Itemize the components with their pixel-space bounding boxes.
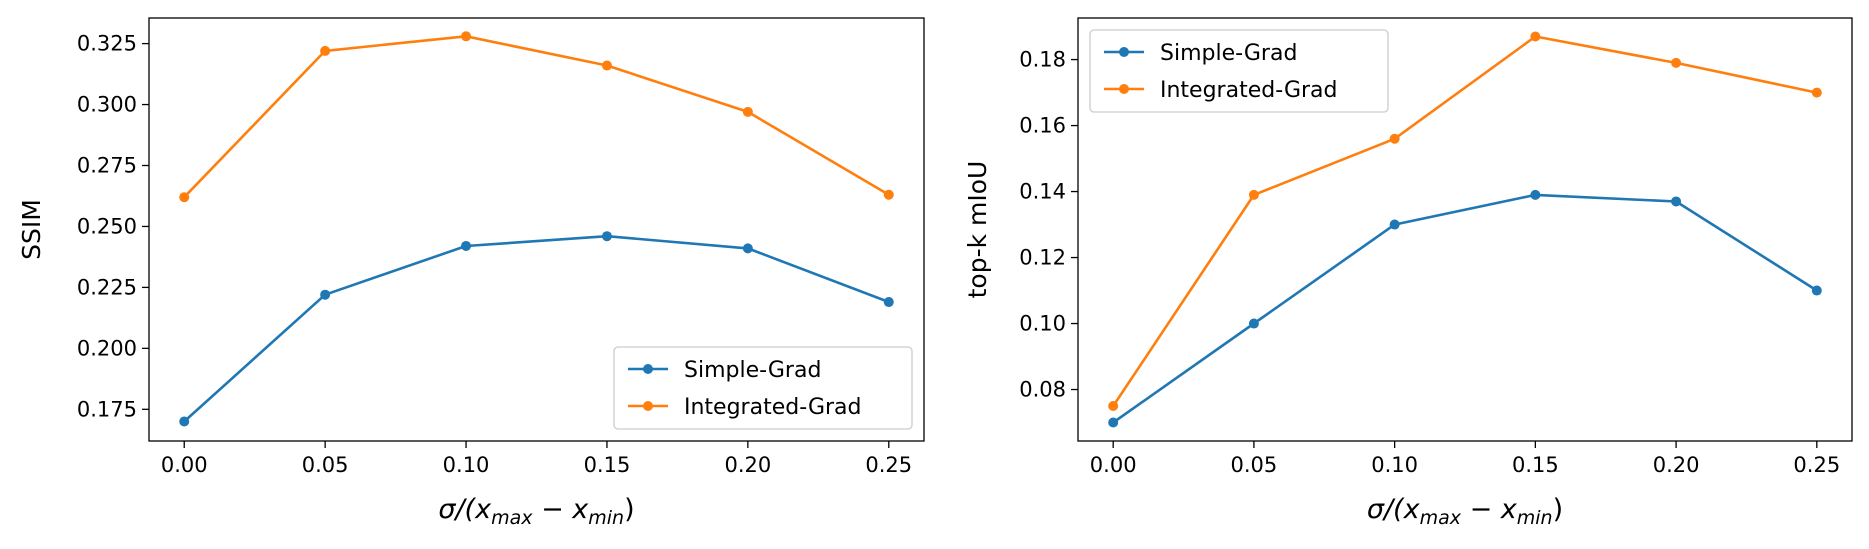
chart-2: 0.00 0.05 0.10 0.15 0.20 0.25 0.08 0.10 0.12 0.14… — [963, 17, 1853, 529]
y-tick-label: 0.10 — [1019, 312, 1066, 336]
y-axis-label: SSIM — [17, 199, 46, 260]
y-tick-label: 0.250 — [77, 214, 137, 238]
data-point-integrated-grad — [320, 45, 331, 56]
data-point-integrated-grad — [1108, 401, 1119, 412]
x-tick-label: 0.10 — [443, 453, 490, 477]
x-axis-label-part: x — [571, 494, 589, 525]
data-point-simple-grad — [179, 416, 190, 427]
x-tick-label: 0.10 — [1371, 453, 1418, 477]
y-tick-label: 0.325 — [77, 32, 137, 56]
y-tick-label: 0.275 — [77, 154, 137, 178]
x-tick-label: 0.20 — [1653, 453, 1700, 477]
legend: Simple-Grad Integrated-Grad — [613, 346, 913, 430]
x-axis-label-part: − — [532, 494, 572, 525]
x-tick-label: 0.25 — [1793, 453, 1840, 477]
y-tick-label: 0.300 — [77, 93, 137, 117]
x-tick-label: 0.15 — [1512, 453, 1559, 477]
data-point-simple-grad — [461, 240, 472, 251]
legend-swatch-marker — [643, 401, 653, 411]
x-tick-label: 0.00 — [1090, 453, 1137, 477]
data-point-integrated-grad — [1389, 133, 1400, 144]
y-tick-label: 0.18 — [1019, 48, 1066, 72]
x-tick-label: 0.20 — [724, 453, 771, 477]
plot-frame — [148, 17, 925, 442]
data-point-simple-grad — [320, 289, 331, 300]
x-tick-label: 0.05 — [1231, 453, 1278, 477]
series-line-integrated-grad — [1111, 35, 1819, 408]
data-point-simple-grad — [601, 231, 612, 242]
data-point-simple-grad — [1248, 318, 1259, 329]
plot-frame — [1077, 17, 1853, 442]
legend-swatch-marker — [1119, 47, 1129, 57]
y-tick-label: 0.200 — [77, 336, 137, 360]
x-axis-label-part: max — [491, 507, 533, 529]
y-tick-label: 0.08 — [1019, 378, 1066, 402]
x-tick-label: 0.25 — [865, 453, 912, 477]
x-axis-label-part: ) — [1553, 494, 1564, 525]
data-point-simple-grad — [742, 243, 753, 254]
y-tick-label: 0.12 — [1019, 246, 1066, 270]
x-axis-label-part: σ/( — [1367, 494, 1405, 525]
y-axis-label: top-k mIoU — [963, 161, 992, 299]
legend-swatch-marker — [1119, 84, 1129, 94]
x-axis-label-part: min — [588, 507, 624, 529]
x-axis-label-part: x — [474, 494, 492, 525]
x-axis-label-part: min — [1517, 507, 1553, 529]
data-point-integrated-grad — [742, 106, 753, 117]
data-point-integrated-grad — [1671, 57, 1682, 68]
data-point-simple-grad — [1671, 196, 1682, 207]
x-axis-label-part: x — [1403, 494, 1421, 525]
x-tick-label: 0.15 — [584, 453, 631, 477]
data-point-integrated-grad — [1811, 87, 1822, 98]
x-tick-label: 0.05 — [302, 453, 349, 477]
legend-box — [1089, 29, 1389, 113]
legend-label: Simple-Grad — [684, 358, 821, 383]
legend-label: Integrated-Grad — [1160, 78, 1338, 103]
y-tick-label: 0.225 — [77, 275, 137, 299]
legend-swatch-marker — [643, 364, 653, 374]
data-point-integrated-grad — [601, 60, 612, 71]
y-tick-label: 0.14 — [1019, 180, 1066, 204]
legend-label: Simple-Grad — [1160, 41, 1297, 66]
legend: Simple-Grad Integrated-Grad — [1089, 29, 1389, 113]
data-point-simple-grad — [1108, 417, 1119, 428]
data-point-integrated-grad — [179, 192, 190, 203]
chart-1: 0.00 0.05 0.10 0.15 0.20 0.25 0.175 0.200 0.225 0… — [17, 17, 925, 529]
series-line-simple-grad — [182, 234, 891, 423]
legend-label: Integrated-Grad — [684, 395, 862, 420]
data-point-integrated-grad — [1530, 31, 1541, 42]
data-point-simple-grad — [1530, 189, 1541, 200]
data-point-integrated-grad — [1248, 189, 1259, 200]
y-tick-label: 0.175 — [77, 397, 137, 421]
x-axis-label: σ/(xmax − xmin) — [1367, 494, 1563, 529]
series-line-integrated-grad — [182, 34, 891, 199]
x-axis-label-part: σ/( — [438, 494, 476, 525]
series-line-simple-grad — [1111, 193, 1819, 424]
data-point-simple-grad — [1811, 285, 1822, 296]
legend-box — [613, 346, 913, 430]
data-point-integrated-grad — [461, 31, 472, 42]
data-point-integrated-grad — [883, 189, 894, 200]
x-tick-label: 0.00 — [161, 453, 208, 477]
x-axis-label: σ/(xmax − xmin) — [438, 494, 634, 529]
x-axis-label-part: max — [1420, 507, 1462, 529]
x-axis-label-part: − — [1461, 494, 1501, 525]
data-point-simple-grad — [883, 297, 894, 308]
x-axis-label-part: x — [1500, 494, 1518, 525]
y-tick-label: 0.16 — [1019, 114, 1066, 138]
x-axis-label-part: ) — [624, 494, 635, 525]
data-point-simple-grad — [1389, 219, 1400, 230]
